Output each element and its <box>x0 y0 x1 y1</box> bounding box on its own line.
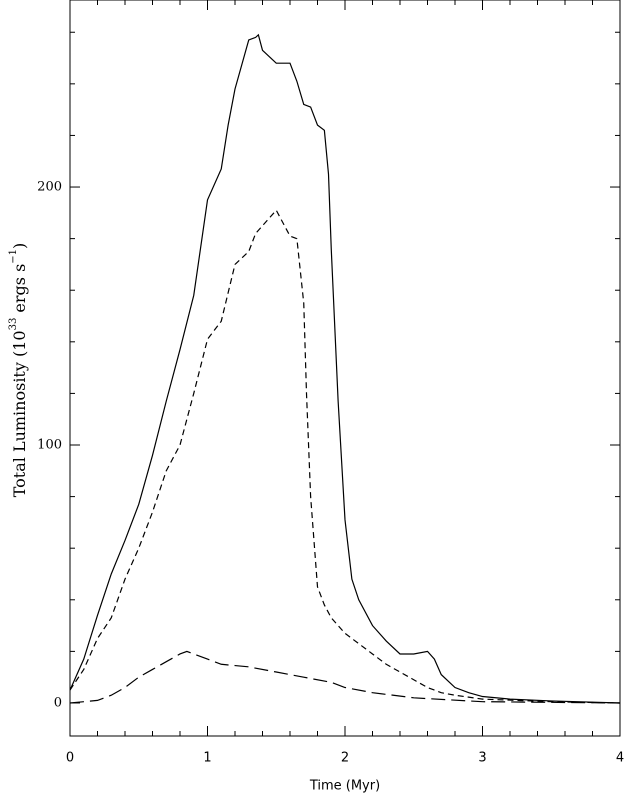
y-label-part: ) <box>10 243 29 249</box>
series-line <box>69 33 621 704</box>
series-line <box>69 209 621 704</box>
y-axis-label: Total Luminosity (1033 ergs s−1) <box>8 243 29 498</box>
y-label-sup: 33 <box>8 318 19 331</box>
x-tick-label: 3 <box>478 751 486 766</box>
y-tick-label: 0 <box>54 695 62 710</box>
y-label-sup: −1 <box>8 249 19 264</box>
y-label-part: Total Luminosity (10 <box>10 330 29 497</box>
x-axis-label: Time (Myr) <box>309 779 380 794</box>
plot-frame <box>69 0 621 737</box>
x-tick-label: 2 <box>341 751 349 766</box>
x-tick-label: 0 <box>66 751 74 766</box>
y-tick-label: 200 <box>37 180 62 195</box>
x-tick-label: 1 <box>203 751 211 766</box>
x-tick-label: 4 <box>616 751 624 766</box>
y-tick-label: 100 <box>37 438 62 453</box>
series-line <box>69 650 621 704</box>
y-label-part: ergs s <box>10 264 29 318</box>
